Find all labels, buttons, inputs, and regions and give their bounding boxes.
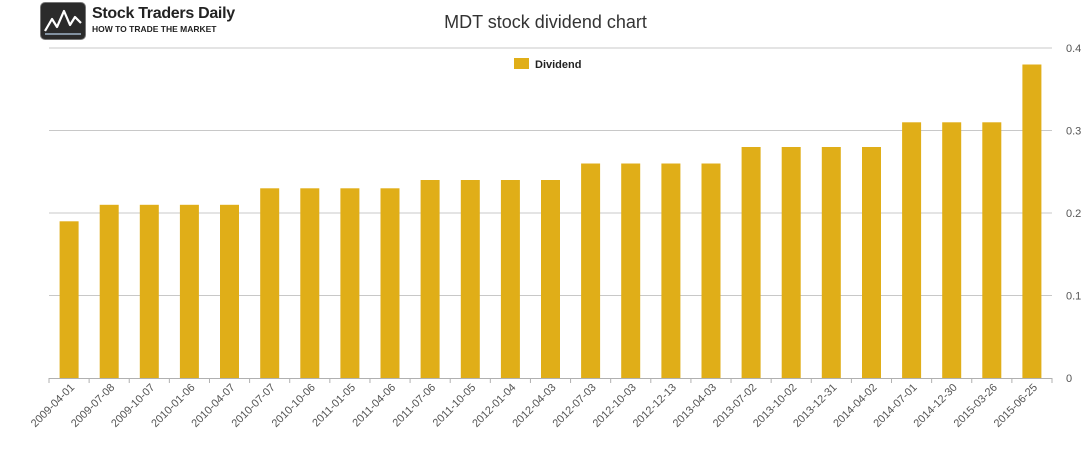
y-tick-label: 0.2 (1066, 208, 1081, 220)
bar (420, 180, 440, 378)
bar (741, 147, 761, 378)
bar (862, 147, 881, 378)
bar (139, 204, 159, 378)
y-tick-label: 0 (1066, 373, 1072, 385)
bar (380, 188, 400, 378)
bar (59, 221, 79, 379)
bar (460, 180, 480, 378)
logo-tagline: HOW TO TRADE THE MARKET (92, 24, 217, 34)
y-tick-label: 0.3 (1066, 126, 1081, 138)
bar (781, 147, 801, 378)
bars (59, 64, 1042, 379)
bar (821, 147, 841, 378)
x-tick-label: 2015-06-25 (992, 382, 1040, 430)
gridlines (49, 47, 1052, 296)
y-tick-label: 0.4 (1066, 43, 1081, 55)
bar (99, 204, 119, 378)
bar (982, 122, 1002, 378)
bar (701, 163, 721, 378)
bar (300, 188, 320, 378)
bar (179, 204, 199, 378)
bar (942, 122, 962, 378)
bar (902, 122, 922, 378)
bar (541, 180, 560, 378)
chart-line-icon (40, 2, 86, 40)
bar (220, 204, 239, 378)
x-tick-label: 2010-10-06 (270, 382, 318, 430)
bar (340, 188, 360, 378)
legend: Dividend (514, 58, 581, 71)
chart-title: MDT stock dividend chart (444, 12, 647, 32)
bar (500, 180, 520, 378)
bar (260, 188, 280, 378)
bar (1022, 64, 1042, 378)
y-tick-label: 0.1 (1066, 291, 1081, 303)
bar (621, 163, 641, 378)
legend-label: Dividend (535, 59, 581, 71)
legend-swatch (514, 58, 529, 69)
bar (661, 163, 681, 378)
bar (581, 163, 601, 378)
logo-name: Stock Traders Daily (92, 5, 235, 22)
